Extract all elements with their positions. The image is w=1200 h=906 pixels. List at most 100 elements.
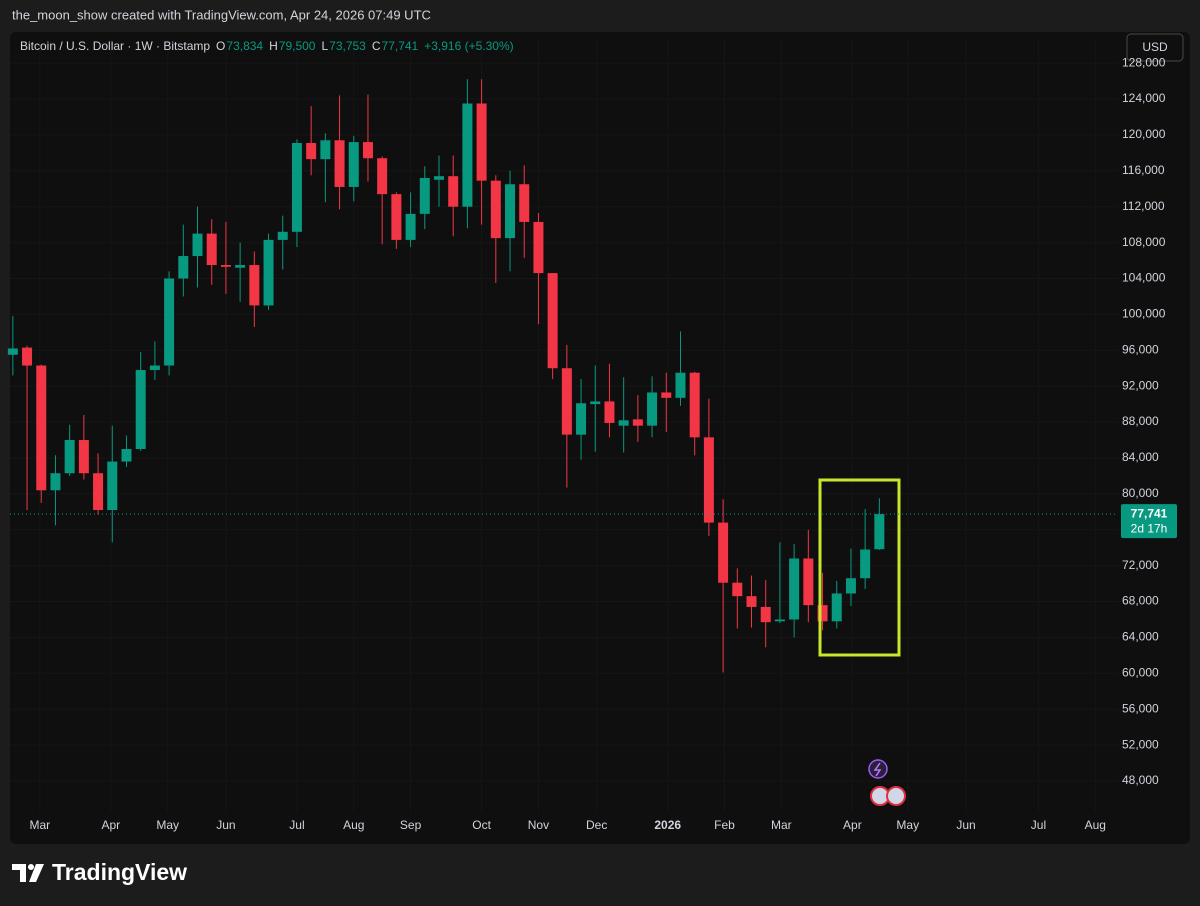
candle-body: [78, 440, 89, 474]
candle-body: [64, 440, 75, 474]
candle-body: [348, 142, 359, 187]
candle-body: [306, 142, 317, 160]
candle-body: [50, 473, 61, 491]
legend-key: H: [269, 39, 278, 53]
y-tick-label: 92,000: [1122, 378, 1159, 392]
x-tick-label: Dec: [586, 818, 607, 832]
logo-mark: [12, 864, 26, 882]
brand-logo: [12, 864, 44, 882]
candle-body: [533, 221, 544, 274]
x-tick-label: Mar: [29, 818, 50, 832]
candle-body: [206, 233, 217, 266]
y-tick-label: 108,000: [1122, 235, 1166, 249]
attribution: the_moon_show created with TradingView.c…: [12, 7, 431, 22]
x-tick-label: Mar: [771, 818, 792, 832]
candle-body: [817, 605, 828, 622]
candle-body: [803, 558, 814, 606]
price-tag-label: 77,741: [1131, 506, 1168, 520]
candle-body: [22, 347, 33, 366]
candle-body: [703, 437, 714, 523]
currency-button[interactable]: [1126, 33, 1184, 62]
logo-mark: [28, 864, 34, 870]
x-tick-label: Aug: [1085, 818, 1106, 832]
candle-body: [874, 514, 885, 550]
candle-body: [334, 140, 345, 187]
y-tick-label: 48,000: [1122, 773, 1159, 787]
candle-body: [291, 142, 302, 232]
candle-body: [149, 365, 160, 371]
candle-body: [604, 401, 615, 423]
candle-body: [7, 348, 18, 355]
candle-body: [689, 372, 700, 438]
candle-body: [405, 213, 416, 240]
x-tick-label: Jul: [289, 818, 304, 832]
y-tick-label: 52,000: [1122, 737, 1159, 751]
y-tick-label: 124,000: [1122, 91, 1166, 105]
price-tag: [1121, 504, 1177, 539]
y-tick-label: 88,000: [1122, 414, 1159, 428]
candle-body: [647, 392, 658, 426]
y-tick-label: 84,000: [1122, 450, 1159, 464]
x-tick-label: Sep: [400, 818, 422, 832]
legend-value: 79,500: [279, 39, 316, 53]
candle-body: [93, 473, 104, 511]
price-tag-countdown: 2d 17h: [1131, 521, 1168, 535]
x-tick-label: Jun: [956, 818, 975, 832]
event-icon[interactable]: [868, 759, 888, 779]
candle-body: [36, 365, 47, 491]
y-tick-label: 104,000: [1122, 271, 1166, 285]
x-tick-label: May: [896, 818, 919, 832]
plot: [7, 79, 885, 673]
brand: TradingView: [52, 859, 187, 885]
candle-body: [661, 392, 672, 398]
candle-body: [448, 176, 459, 207]
legend-symbol: Bitcoin / U.S. Dollar · 1W · Bitstamp: [20, 39, 210, 53]
candle-body: [263, 239, 274, 306]
candle-body: [718, 522, 729, 583]
y-tick-label: 128,000: [1122, 55, 1166, 69]
legend-change: +3,916 (+5.30%): [424, 39, 513, 53]
candle-body: [391, 194, 402, 240]
candle-body: [476, 103, 487, 181]
event-flag-icon[interactable]: [886, 786, 906, 806]
candle-body: [192, 233, 203, 257]
y-tick-label: 64,000: [1122, 630, 1159, 644]
y-tick-label: 100,000: [1122, 307, 1166, 321]
x-tick-label: Jun: [216, 818, 235, 832]
candle-body: [462, 103, 473, 207]
candle-body: [433, 176, 444, 180]
legend-value: 77,741: [382, 39, 419, 53]
x-tick-label: Apr: [102, 818, 121, 832]
candle-body: [377, 158, 388, 195]
candle-body: [789, 558, 800, 620]
candle-body: [320, 140, 331, 160]
candle-body: [490, 180, 501, 239]
legend-key: O: [216, 39, 225, 53]
candle-body: [746, 596, 757, 607]
x-tick-label: Aug: [343, 818, 364, 832]
candle-body: [561, 368, 572, 435]
candle-body: [618, 420, 629, 426]
candle-body: [576, 403, 587, 435]
x-tick-label: Jul: [1031, 818, 1046, 832]
logo-mark: [29, 864, 44, 882]
x-tick-label: Apr: [843, 818, 862, 832]
legend-key: L: [321, 39, 328, 53]
candle-body: [831, 593, 842, 622]
candle-body: [249, 265, 260, 306]
candle-body: [732, 582, 743, 597]
candle-body: [774, 619, 785, 622]
x-tick-label: Oct: [472, 818, 491, 832]
legend-value: 73,753: [329, 39, 366, 53]
candle-body: [590, 401, 601, 405]
y-tick-label: 80,000: [1122, 486, 1159, 500]
y-tick-label: 116,000: [1122, 163, 1165, 177]
highlight-box: [818, 478, 901, 657]
legend-value: 73,834: [226, 39, 263, 53]
candle-body: [107, 461, 118, 511]
candle-body: [845, 578, 856, 594]
event-icon-glyph: [873, 762, 882, 777]
candle-body: [277, 231, 288, 240]
candle-body: [632, 419, 643, 426]
